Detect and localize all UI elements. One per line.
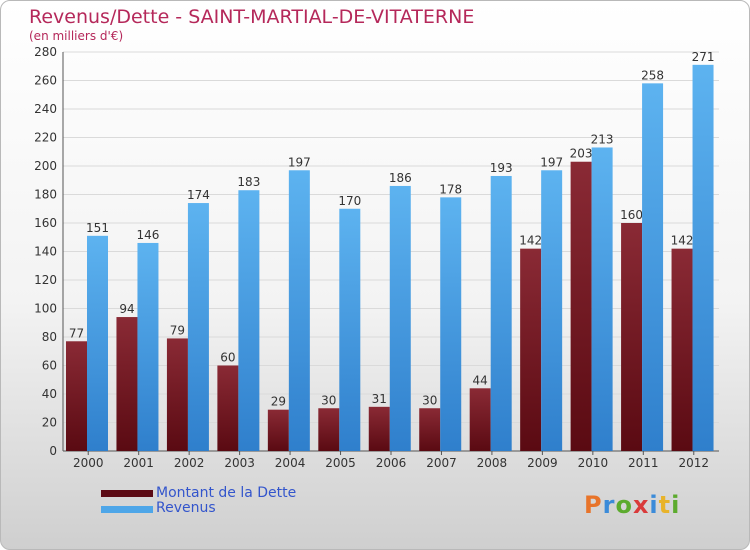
bar-revenue bbox=[339, 208, 361, 451]
y-tick-label: 200 bbox=[34, 159, 57, 173]
bar-debt bbox=[166, 338, 188, 451]
y-tick-label: 60 bbox=[42, 359, 57, 373]
bar-revenue bbox=[288, 170, 310, 451]
legend-swatch-revenue bbox=[101, 506, 153, 513]
data-label-revenue: 170 bbox=[338, 194, 361, 208]
bar-debt bbox=[217, 365, 239, 451]
x-tick-label: 2002 bbox=[174, 456, 205, 470]
bar-debt bbox=[116, 317, 138, 451]
bar-revenue bbox=[187, 203, 209, 451]
y-tick-label: 240 bbox=[34, 102, 57, 116]
y-tick-label: 40 bbox=[42, 387, 57, 401]
bar-debt bbox=[267, 409, 289, 451]
data-label-revenue: 178 bbox=[439, 182, 462, 196]
bar-revenue bbox=[642, 83, 664, 451]
data-label-debt: 203 bbox=[570, 147, 593, 161]
bar-debt bbox=[570, 161, 592, 451]
bar-debt bbox=[469, 388, 491, 451]
bar-debt bbox=[520, 248, 542, 451]
data-label-debt: 30 bbox=[422, 393, 437, 407]
bar-revenue bbox=[692, 64, 714, 451]
data-label-revenue: 183 bbox=[237, 175, 260, 189]
bar-debt bbox=[419, 408, 441, 451]
data-label-revenue: 193 bbox=[490, 161, 513, 175]
bar-revenue bbox=[137, 242, 159, 451]
y-tick-label: 0 bbox=[49, 444, 57, 458]
x-tick-label: 2012 bbox=[678, 456, 709, 470]
data-label-revenue: 197 bbox=[288, 155, 311, 169]
data-label-debt: 142 bbox=[671, 234, 694, 248]
y-tick-label: 180 bbox=[34, 188, 57, 202]
x-tick-label: 2010 bbox=[578, 456, 609, 470]
x-tick-label: 2007 bbox=[426, 456, 457, 470]
bar-revenue bbox=[389, 185, 411, 451]
x-tick-label: 2009 bbox=[527, 456, 558, 470]
data-label-debt: 60 bbox=[220, 351, 235, 365]
data-label-debt: 44 bbox=[473, 373, 488, 387]
x-tick-label: 2006 bbox=[376, 456, 407, 470]
bar-debt bbox=[368, 406, 390, 451]
y-tick-label: 140 bbox=[34, 245, 57, 259]
x-tick-label: 2003 bbox=[224, 456, 255, 470]
bar-revenue bbox=[238, 190, 260, 451]
x-tick-label: 2001 bbox=[123, 456, 154, 470]
data-label-revenue: 213 bbox=[591, 132, 614, 146]
chart-title: Revenus/Dette - SAINT-MARTIAL-DE-VITATER… bbox=[29, 6, 475, 28]
data-label-revenue: 151 bbox=[86, 221, 109, 235]
data-label-debt: 94 bbox=[119, 302, 134, 316]
data-label-debt: 30 bbox=[321, 393, 336, 407]
data-label-debt: 29 bbox=[271, 395, 286, 409]
data-label-debt: 31 bbox=[372, 392, 387, 406]
data-label-revenue: 186 bbox=[389, 171, 412, 185]
bar-revenue bbox=[87, 235, 108, 451]
data-label-revenue: 258 bbox=[641, 68, 664, 82]
bar-debt bbox=[318, 408, 340, 451]
y-tick-label: 220 bbox=[34, 131, 57, 145]
data-label-debt: 77 bbox=[69, 326, 84, 340]
data-label-revenue: 197 bbox=[540, 155, 563, 169]
y-tick-label: 20 bbox=[42, 416, 57, 430]
data-label-revenue: 271 bbox=[692, 50, 715, 64]
x-tick-label: 2011 bbox=[628, 456, 659, 470]
y-tick-label: 120 bbox=[34, 273, 57, 287]
x-tick-label: 2008 bbox=[477, 456, 508, 470]
chart-subtitle: (en milliers d'€) bbox=[29, 29, 124, 43]
legend-label-debt: Montant de la Dette bbox=[156, 485, 297, 501]
bar-debt bbox=[621, 223, 643, 451]
data-label-revenue: 146 bbox=[137, 228, 160, 242]
y-tick-label: 260 bbox=[34, 74, 57, 88]
bar-debt bbox=[671, 248, 693, 451]
y-tick-label: 100 bbox=[34, 302, 57, 316]
x-tick-label: 2005 bbox=[325, 456, 356, 470]
legend-swatch-debt bbox=[101, 490, 153, 497]
data-label-debt: 79 bbox=[170, 323, 185, 337]
data-label-debt: 160 bbox=[620, 208, 643, 222]
bar-revenue bbox=[541, 170, 563, 451]
y-tick-label: 160 bbox=[34, 216, 57, 230]
y-tick-label: 80 bbox=[42, 330, 57, 344]
x-tick-label: 2000 bbox=[73, 456, 104, 470]
bar-revenue bbox=[440, 197, 462, 451]
x-tick-label: 2004 bbox=[275, 456, 306, 470]
y-tick-label: 280 bbox=[34, 45, 57, 59]
legend-label-revenue: Revenus bbox=[156, 500, 216, 516]
data-label-debt: 142 bbox=[519, 234, 542, 248]
proxiti-logo: Proxiti bbox=[584, 491, 681, 519]
data-label-revenue: 174 bbox=[187, 188, 210, 202]
bar-revenue bbox=[591, 147, 613, 451]
bar-debt bbox=[66, 341, 87, 451]
bar-revenue bbox=[490, 175, 512, 451]
